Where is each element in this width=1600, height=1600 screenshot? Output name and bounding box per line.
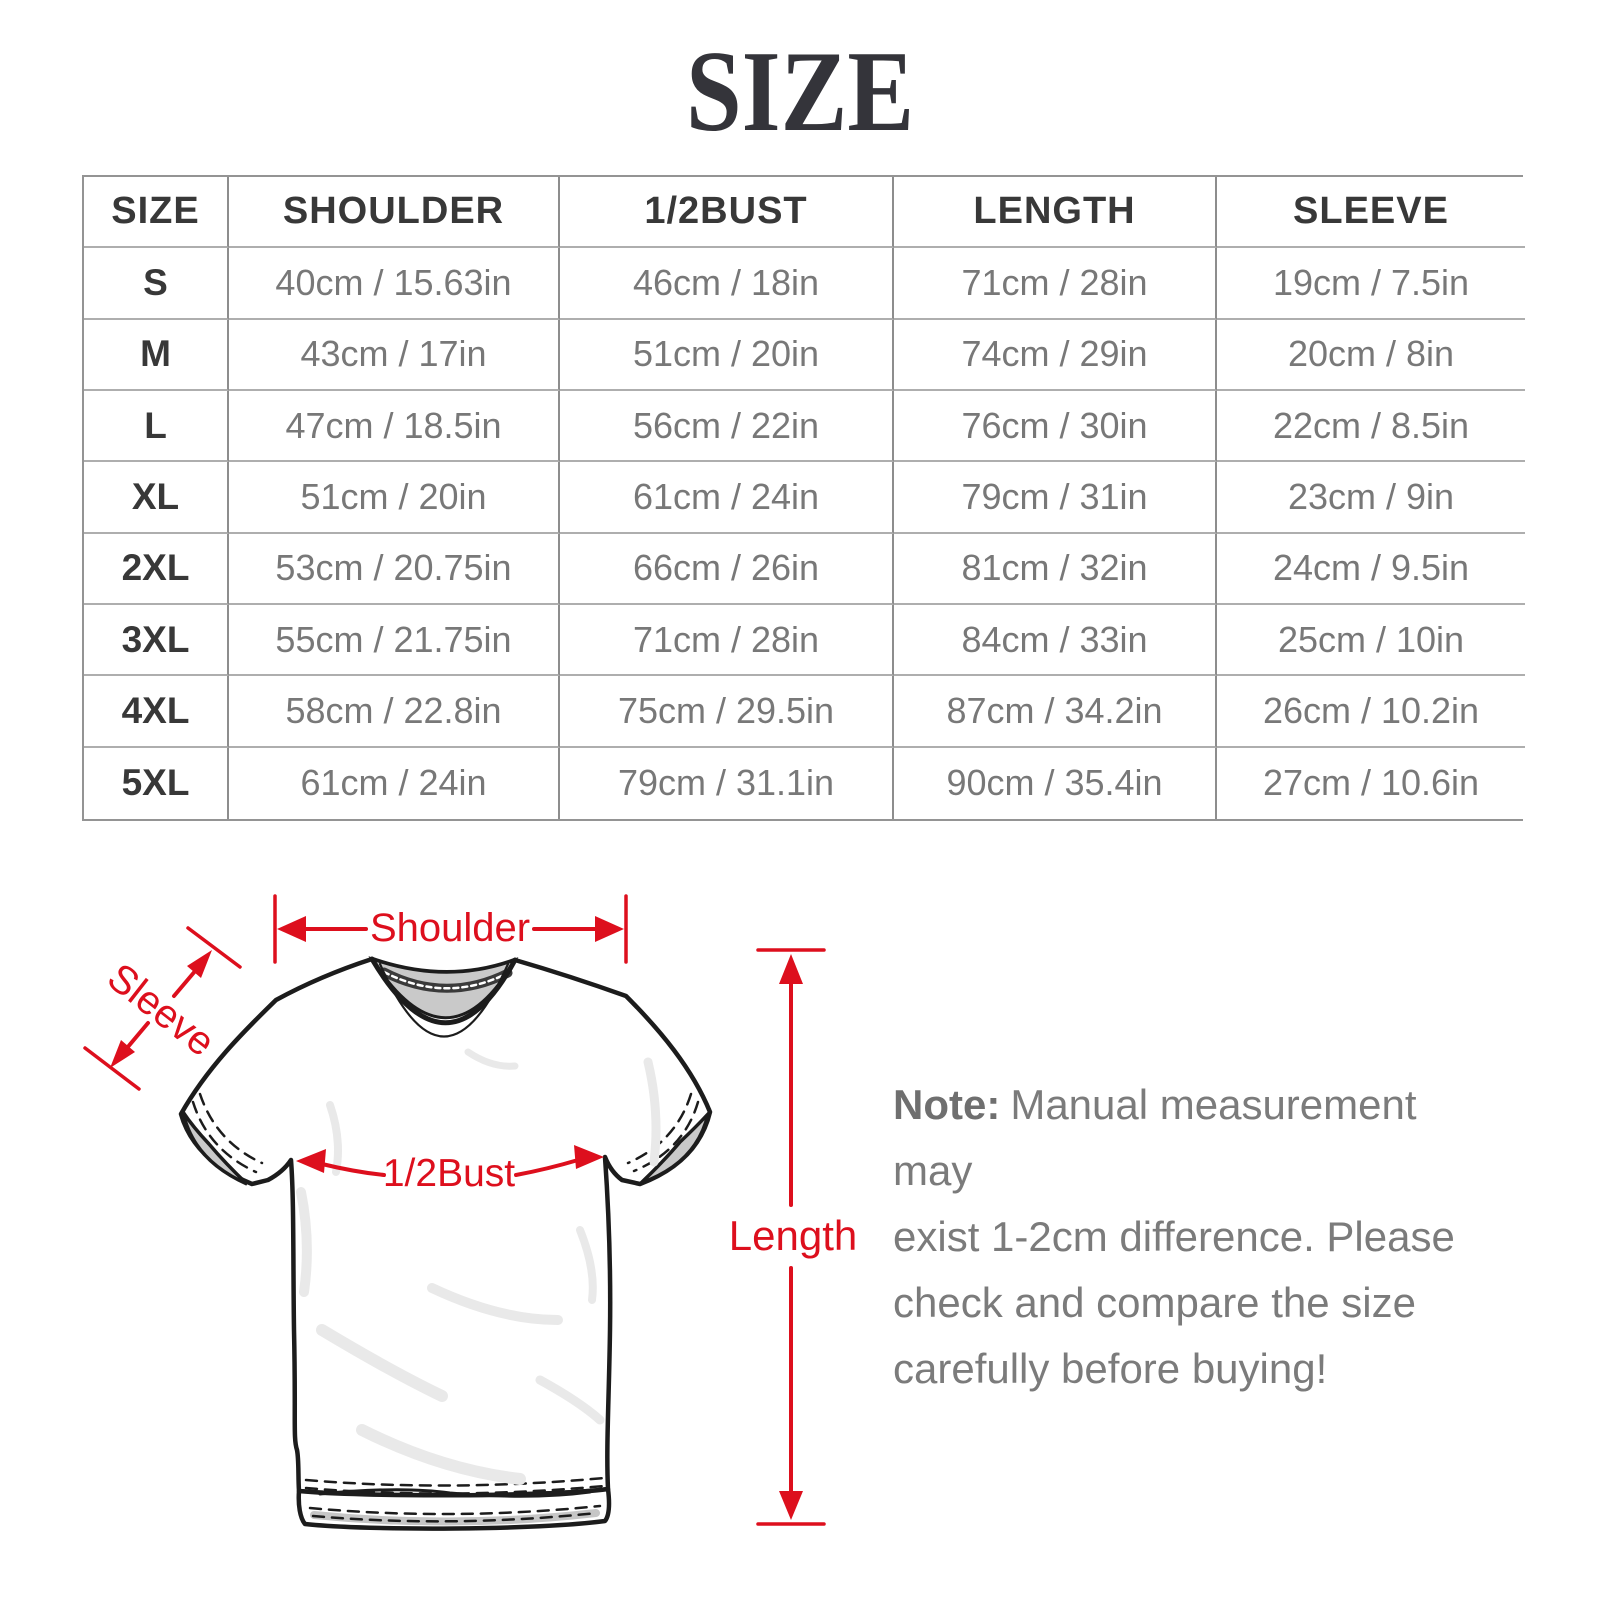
measurement-cell: 71cm / 28in — [560, 605, 894, 677]
collar — [368, 956, 519, 1038]
measurement-cell: 51cm / 20in — [560, 319, 894, 391]
measurement-cell: 51cm / 20in — [229, 462, 560, 534]
measurement-cell: 23cm / 9in — [1217, 462, 1525, 534]
measurement-cell: 47cm / 18.5in — [229, 391, 560, 463]
measurement-cell: 19cm / 7.5in — [1217, 248, 1525, 320]
note-line: exist 1-2cm difference. Please — [893, 1213, 1455, 1260]
shoulder-dimension: Shoulder — [273, 894, 628, 964]
measurement-cell: 22cm / 8.5in — [1217, 391, 1525, 463]
left-cuff — [181, 1092, 264, 1186]
page-title: SIZE — [685, 28, 915, 155]
length-dimension: Length — [729, 948, 857, 1526]
measurement-cell: 75cm / 29.5in — [560, 676, 894, 748]
measurement-cell: 81cm / 32in — [894, 533, 1217, 605]
size-cell: XL — [84, 462, 229, 534]
size-cell: S — [84, 248, 229, 320]
size-cell: M — [84, 319, 229, 391]
measurement-cell: 66cm / 26in — [560, 533, 894, 605]
measurement-cell: 46cm / 18in — [560, 248, 894, 320]
measurement-cell: 25cm / 10in — [1217, 605, 1525, 677]
header-cell: SLEEVE — [1217, 177, 1525, 249]
header-cell: LENGTH — [894, 177, 1217, 249]
measurement-cell: 58cm / 22.8in — [229, 676, 560, 748]
measurement-cell: 43cm / 17in — [229, 319, 560, 391]
sleeve-dimension: Sleeve — [83, 926, 242, 1091]
shoulder-label: Shoulder — [370, 906, 530, 950]
note-label: Note: — [893, 1081, 1001, 1128]
measurement-cell: 87cm / 34.2in — [894, 676, 1217, 748]
size-cell: 3XL — [84, 605, 229, 677]
measurement-cell: 24cm / 9.5in — [1217, 533, 1525, 605]
header-cell: SIZE — [84, 177, 229, 249]
measurement-cell: 71cm / 28in — [894, 248, 1217, 320]
hem-detail — [296, 1476, 612, 1531]
measurement-cell: 79cm / 31in — [894, 462, 1217, 534]
measurement-note: Note: Manual measurement may exist 1-2cm … — [893, 1072, 1493, 1402]
measurement-cell: 61cm / 24in — [229, 747, 560, 819]
length-label: Length — [729, 1212, 857, 1259]
measurement-cell: 76cm / 30in — [894, 391, 1217, 463]
measurement-cell: 56cm / 22in — [560, 391, 894, 463]
measurement-cell: 27cm / 10.6in — [1217, 747, 1525, 819]
header-cell: 1/2BUST — [560, 177, 894, 249]
note-line: check and compare the size — [893, 1279, 1416, 1326]
note-text: Manual measurement may — [893, 1081, 1417, 1194]
size-cell: 5XL — [84, 747, 229, 819]
measurement-cell: 74cm / 29in — [894, 319, 1217, 391]
measurement-cell: 55cm / 21.75in — [229, 605, 560, 677]
header-cell: SHOULDER — [229, 177, 560, 249]
measurement-cell: 53cm / 20.75in — [229, 533, 560, 605]
note-line: Note: Manual measurement may — [893, 1072, 1493, 1204]
bust-dimension: 1/2Bust — [296, 1145, 604, 1195]
size-cell: 2XL — [84, 533, 229, 605]
measurement-cell: 26cm / 10.2in — [1217, 676, 1525, 748]
sleeve-label: Sleeve — [99, 955, 222, 1065]
measurement-cell: 90cm / 35.4in — [894, 747, 1217, 819]
size-cell: L — [84, 391, 229, 463]
size-table: SIZE SHOULDER 1/2BUST LENGTH SLEEVE S 40… — [82, 175, 1525, 821]
measurement-cell: 40cm / 15.63in — [229, 248, 560, 320]
measurement-cell: 84cm / 33in — [894, 605, 1217, 677]
tshirt-outline — [178, 956, 713, 1531]
right-cuff — [626, 1092, 712, 1185]
measurement-cell: 61cm / 24in — [560, 462, 894, 534]
measurement-cell: 79cm / 31.1in — [560, 747, 894, 819]
note-line: carefully before buying! — [893, 1345, 1328, 1392]
fold-shading — [296, 1048, 661, 1485]
bust-label: 1/2Bust — [383, 1152, 515, 1195]
measurement-cell: 20cm / 8in — [1217, 319, 1525, 391]
size-cell: 4XL — [84, 676, 229, 748]
